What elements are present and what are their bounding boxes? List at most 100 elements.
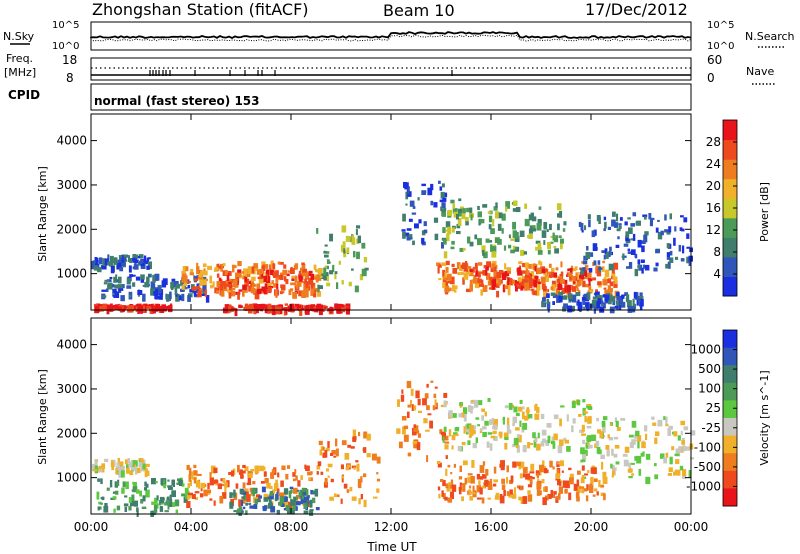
heatmap-cell (620, 418, 626, 421)
heatmap-cell (104, 458, 109, 463)
heatmap-cell (462, 483, 466, 492)
heatmap-cell (269, 264, 272, 272)
heatmap-cell (542, 297, 546, 302)
heatmap-cell (502, 284, 506, 293)
heatmap-cell (444, 444, 449, 450)
heatmap-cell (465, 221, 469, 226)
heatmap-cell (451, 240, 455, 245)
heatmap-cell (237, 261, 242, 267)
heatmap-cell (300, 267, 305, 272)
heatmap-cell (290, 288, 294, 292)
heatmap-cell (316, 228, 319, 234)
heatmap-cell (263, 275, 268, 283)
heatmap-cell (486, 266, 489, 271)
heatmap-cell (481, 415, 484, 421)
heatmap-cell (147, 257, 151, 260)
heatmap-cell (102, 258, 107, 266)
heatmap-cell (604, 221, 607, 229)
heatmap-cell (267, 303, 272, 309)
heatmap-cell (604, 289, 608, 295)
heatmap-cell (467, 476, 471, 483)
heatmap-cell (553, 491, 557, 495)
heatmap-cell (424, 393, 429, 399)
heatmap-cell (637, 265, 641, 269)
heatmap-cell (246, 482, 252, 486)
heatmap-cell (443, 251, 448, 259)
heatmap-cell (536, 223, 542, 231)
heatmap-cell (509, 489, 513, 495)
heatmap-cell (442, 197, 447, 202)
y-tick-label: 3000 (56, 178, 87, 192)
heatmap-cell (481, 408, 485, 412)
heatmap-cell (457, 208, 463, 217)
heatmap-cell (494, 435, 498, 441)
heatmap-cell (609, 423, 613, 426)
heatmap-cell (512, 230, 517, 238)
heatmap-cell (674, 226, 677, 232)
heatmap-cell (174, 499, 180, 507)
heatmap-cell (602, 471, 607, 480)
heatmap-cell (544, 467, 548, 474)
heatmap-cell (304, 278, 307, 284)
heatmap-cell (98, 501, 102, 505)
heatmap-cell (113, 276, 117, 283)
heatmap-cell (530, 476, 535, 480)
heatmap-cell (612, 211, 616, 217)
heatmap-cell (106, 279, 112, 283)
heatmap-cell (325, 447, 330, 452)
heatmap-cell (461, 412, 465, 418)
heatmap-cell (516, 284, 521, 288)
heatmap-cell (114, 284, 120, 289)
heatmap-cell (270, 506, 276, 513)
heatmap-cell (281, 465, 286, 471)
colorbar-segment (723, 139, 737, 160)
heatmap-cell (168, 486, 173, 490)
heatmap-cell (285, 473, 289, 480)
heatmap-cell (269, 493, 274, 500)
heatmap-cell (563, 303, 568, 309)
heatmap-cell (473, 277, 478, 284)
heatmap-cell (610, 275, 614, 280)
heatmap-cell (685, 446, 691, 451)
heatmap-cell (117, 457, 120, 463)
heatmap-cell (441, 202, 446, 209)
heatmap-cell (480, 476, 484, 480)
heatmap-cell (218, 265, 222, 269)
heatmap-cell (310, 489, 314, 495)
heatmap-cell (219, 283, 224, 291)
heatmap-cell (567, 268, 571, 272)
heatmap-cell (274, 494, 278, 502)
heatmap-cell (305, 288, 309, 296)
heatmap-cell (590, 434, 596, 441)
heatmap-cell (560, 261, 563, 268)
heatmap-cell (517, 267, 521, 274)
heatmap-cell (475, 270, 479, 277)
heatmap-cell (575, 273, 578, 278)
heatmap-cell (213, 268, 218, 272)
heatmap-cell (183, 496, 188, 503)
heatmap-cell (226, 283, 232, 287)
heatmap-cell (512, 416, 518, 424)
heatmap-cell (182, 266, 186, 273)
heatmap-cell (487, 211, 492, 214)
heatmap-cell (503, 432, 509, 440)
heatmap-cell (136, 467, 141, 474)
heatmap-cell (349, 486, 353, 492)
heatmap-cell (238, 469, 243, 475)
heatmap-cell (456, 231, 461, 235)
heatmap-cell (669, 250, 673, 256)
heatmap-cell (634, 456, 637, 461)
heatmap-cell (529, 471, 535, 474)
heatmap-cell (546, 469, 549, 473)
heatmap-cell (198, 479, 201, 483)
heatmap-cell (537, 242, 542, 251)
heatmap-cell (406, 235, 411, 241)
heatmap-cell (251, 284, 257, 287)
heatmap-cell (289, 486, 294, 489)
heatmap-cell (559, 418, 562, 427)
heatmap-cell (292, 478, 296, 482)
heatmap-cell (128, 506, 132, 511)
heatmap-cell (313, 264, 317, 270)
heatmap-cell (462, 208, 466, 214)
heatmap-cell (441, 242, 444, 249)
